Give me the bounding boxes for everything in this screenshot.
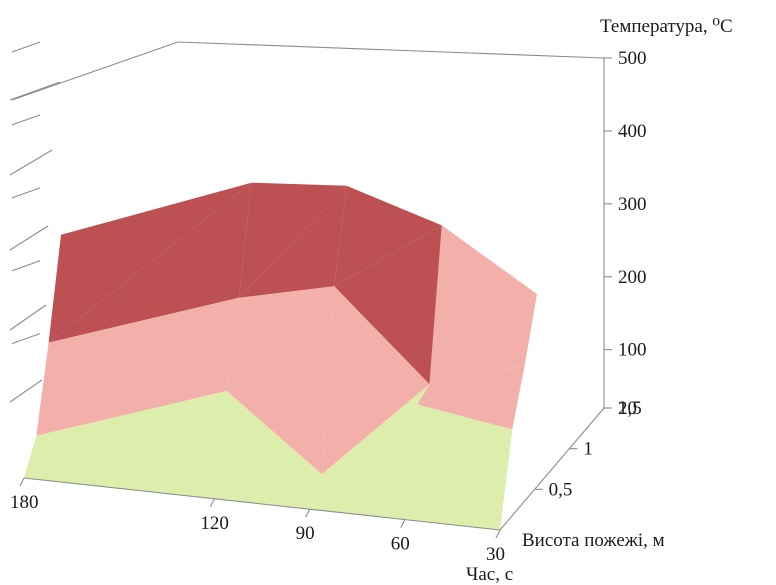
surface-facet: [36, 297, 239, 436]
surface-facet: [321, 384, 430, 475]
surface-facet: [226, 286, 335, 475]
surface-facet: [334, 185, 442, 287]
z-gridline: [11, 41, 41, 53]
z-axis-title: Температура, ⁰С: [600, 16, 733, 37]
surface-facet: [404, 429, 513, 530]
x-tick-mark: [400, 519, 406, 528]
x-tick-label: 60: [391, 534, 410, 555]
z-gridline: [11, 114, 41, 126]
x-axis-title: Час, с: [466, 564, 513, 585]
x-tick-label: 30: [486, 544, 505, 565]
x-axis-line: [23, 477, 501, 531]
surface-facet: [48, 182, 252, 343]
surface-facet: [214, 391, 322, 499]
x-tick-mark: [209, 498, 215, 508]
back-wall: [11, 41, 605, 101]
surface-facet: [429, 294, 537, 385]
x-tick-mark: [19, 477, 25, 487]
z-gridline: [9, 304, 47, 331]
z-tick-label: 100: [618, 340, 647, 361]
x-tick-label: 90: [296, 523, 315, 544]
z-gridline: [11, 260, 41, 272]
surface-facet: [404, 404, 513, 520]
x-tick-label: 120: [200, 513, 229, 534]
surface-facet: [239, 182, 347, 298]
z-tick-label: 200: [618, 267, 647, 288]
surface-facet: [321, 286, 430, 475]
surface-facet: [239, 185, 347, 298]
x-tick-mark: [305, 508, 311, 518]
y-axis-title: Висота пожежі, м: [522, 530, 665, 551]
surface-facet: [429, 225, 537, 385]
z-gridline: [9, 81, 61, 101]
y-tick-label: 1,5: [618, 398, 642, 419]
z-tick-label: 500: [618, 48, 647, 69]
z-gridline: [11, 187, 41, 199]
tick-marks: [19, 57, 612, 539]
surface-facets: [24, 182, 537, 530]
z-tick-label: 400: [618, 121, 647, 142]
z-tick-label: 20: [618, 398, 637, 419]
surface-facet: [334, 225, 442, 385]
surface-facet: [417, 365, 525, 430]
surface-facet: [417, 365, 525, 405]
surface-facet: [48, 182, 252, 343]
y-tick-label: 0,5: [549, 479, 573, 500]
x-tick-label: 180: [10, 492, 39, 513]
z-gridline: [9, 379, 43, 403]
tick-labels: 20 100 200 300 400 500 180 120 90 60 30 …: [10, 48, 647, 565]
z-tick-label: 300: [618, 194, 647, 215]
x-tick-mark: [495, 529, 501, 539]
z-gridline: [9, 225, 49, 251]
gridlines: [9, 41, 61, 403]
y-tick-label: 1: [583, 439, 593, 460]
surface-facet: [214, 474, 322, 510]
z-gridline: [9, 149, 53, 176]
depth-axis-line: [499, 407, 605, 531]
surface-facet: [226, 286, 335, 391]
z-gridline: [11, 333, 41, 345]
surface-facet: [24, 391, 227, 499]
surface-facet: [309, 404, 418, 520]
